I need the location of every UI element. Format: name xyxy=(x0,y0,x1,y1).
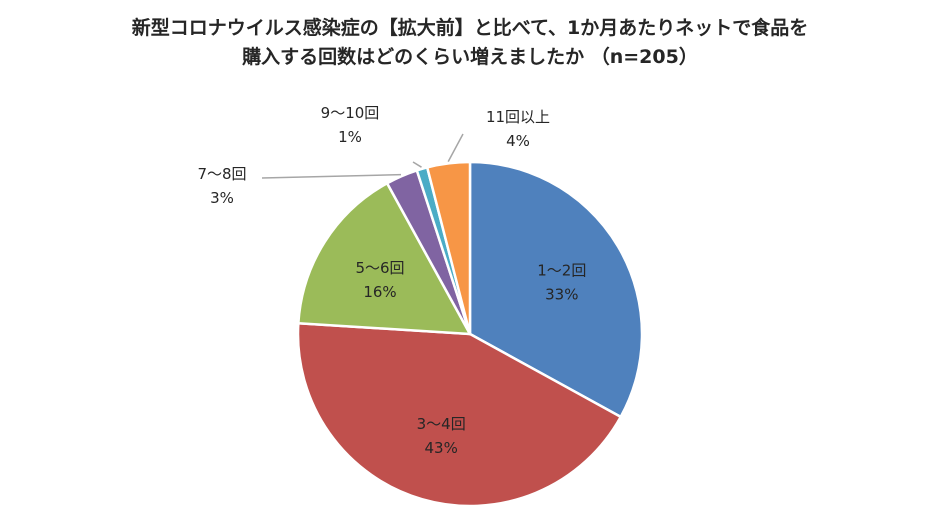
chart-title-line-2: 購入する回数はどのくらい増えましたか （n=205） xyxy=(242,46,698,68)
category-label-5: 9〜10回 xyxy=(321,104,380,122)
value-label-2: 43% xyxy=(425,439,458,457)
leader-line-5 xyxy=(412,161,422,168)
value-label-4: 3% xyxy=(210,189,234,207)
category-label-4: 7〜8回 xyxy=(197,165,246,183)
pie-slice-2 xyxy=(296,321,622,508)
chart-title: 新型コロナウイルス感染症の【拡大前】と比べて、1か月あたりネットで食品を 購入す… xyxy=(0,14,940,72)
value-label-6: 4% xyxy=(506,132,530,150)
value-label-5: 1% xyxy=(338,128,362,146)
leader-line-6 xyxy=(447,133,464,162)
leader-line-4 xyxy=(261,173,402,179)
category-label-1: 1〜2回 xyxy=(537,262,586,280)
value-label-1: 33% xyxy=(545,286,578,304)
pie-slice-3 xyxy=(297,182,472,336)
category-label-2: 3〜4回 xyxy=(417,415,466,433)
pie-slice-6 xyxy=(425,160,472,336)
value-label-3: 16% xyxy=(363,283,396,301)
category-label-3: 5〜6回 xyxy=(355,259,404,277)
category-label-6: 11回以上 xyxy=(486,108,550,126)
pie-slice-1 xyxy=(468,160,644,419)
chart-title-line-1: 新型コロナウイルス感染症の【拡大前】と比べて、1か月あたりネットで食品を xyxy=(131,17,809,39)
